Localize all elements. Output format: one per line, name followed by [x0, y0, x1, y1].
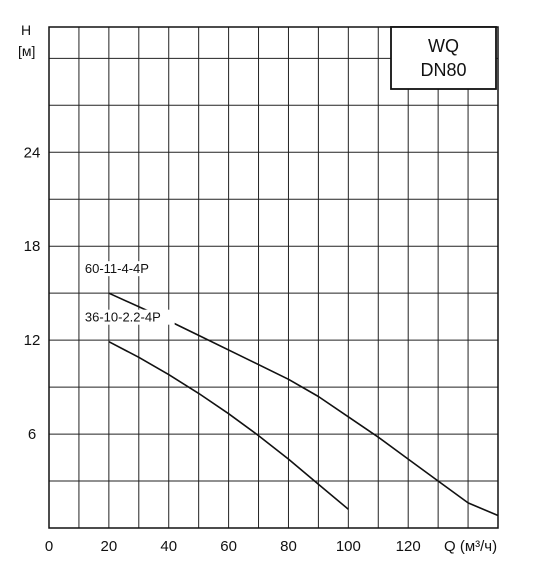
- y-tick-label: 18: [24, 238, 41, 255]
- series-label-2: 36-10-2.2-4P: [85, 310, 161, 325]
- x-tick-label: 60: [220, 538, 237, 555]
- x-tick-label: 40: [160, 538, 177, 555]
- series-line-1: [108, 292, 499, 517]
- y-axis-label: H: [21, 22, 31, 38]
- y-tick-label: 12: [24, 332, 41, 349]
- series-line-2: [108, 340, 349, 510]
- y-axis-unit: [м]: [18, 43, 35, 59]
- x-tick-label: 100: [336, 538, 361, 555]
- y-tick-label: 6: [28, 426, 36, 443]
- title-box-frame: [390, 26, 497, 90]
- x-axis-label: Q (м³/ч): [444, 538, 497, 555]
- x-tick-labels: 0 20 40 60 80 100 120: [45, 538, 421, 555]
- y-tick-label: 24: [24, 144, 41, 161]
- title-box-line-1: WQ: [428, 36, 459, 56]
- series-label-background: [83, 261, 160, 277]
- title-box: WQ DN80: [390, 26, 497, 90]
- plot-frame: [48, 26, 499, 529]
- x-tick-label: 0: [45, 538, 53, 555]
- y-tick-labels: 6 12 18 24: [24, 144, 41, 443]
- series-label-background: [83, 309, 175, 325]
- series-labels: 60-11-4-4P 36-10-2.2-4P: [83, 261, 175, 325]
- title-box-line-2: DN80: [420, 60, 466, 80]
- x-tick-label: 80: [280, 538, 297, 555]
- x-tick-label: 20: [101, 538, 118, 555]
- x-tick-label: 120: [396, 538, 421, 555]
- series-label-1: 60-11-4-4P: [85, 261, 149, 276]
- grid: [49, 27, 498, 528]
- curves: [108, 292, 499, 517]
